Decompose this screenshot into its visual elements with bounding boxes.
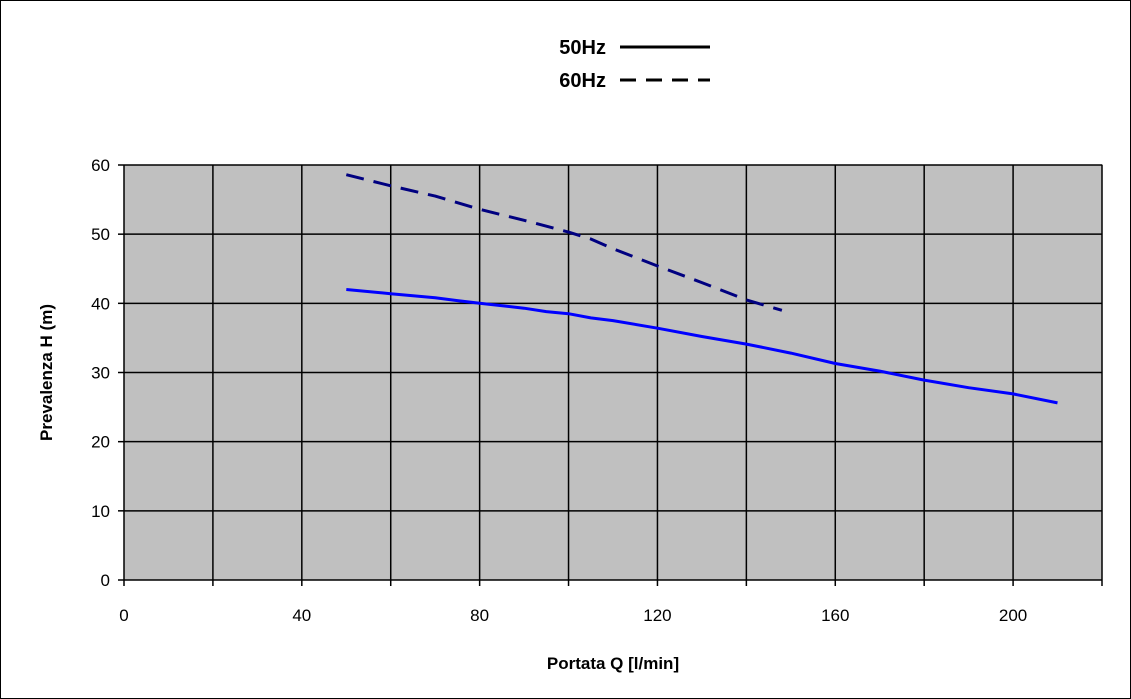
legend-label-60hz: 60Hz bbox=[559, 70, 606, 92]
y-tick-label: 30 bbox=[91, 364, 110, 383]
legend: 50Hz 60Hz bbox=[559, 37, 710, 92]
grid bbox=[124, 164, 1103, 580]
y-tick-label: 50 bbox=[91, 225, 110, 244]
y-tick-label: 20 bbox=[91, 433, 110, 452]
x-axis-label: Portata Q [l/min] bbox=[547, 654, 679, 673]
series-layer bbox=[345, 173, 1058, 405]
y-tick-label: 60 bbox=[91, 156, 110, 175]
y-tick-label: 0 bbox=[101, 571, 110, 590]
y-tick-label: 10 bbox=[91, 502, 110, 521]
y-axis-label: Prevalenza H (m) bbox=[37, 304, 56, 441]
x-tick-label: 200 bbox=[999, 606, 1027, 625]
x-tick-label: 120 bbox=[643, 606, 671, 625]
x-tick-label: 0 bbox=[119, 606, 128, 625]
x-tick-label: 80 bbox=[470, 606, 489, 625]
axes: 0 40 80 120 160 200 0 10 20 30 40 50 60 bbox=[91, 156, 1103, 625]
legend-label-50hz: 50Hz bbox=[559, 37, 606, 59]
series-line-50hz bbox=[346, 288, 1058, 405]
y-tick-label: 40 bbox=[91, 294, 110, 313]
x-tick-label: 40 bbox=[292, 606, 311, 625]
series-line-60hz bbox=[345, 173, 783, 312]
x-tick-label: 160 bbox=[821, 606, 849, 625]
